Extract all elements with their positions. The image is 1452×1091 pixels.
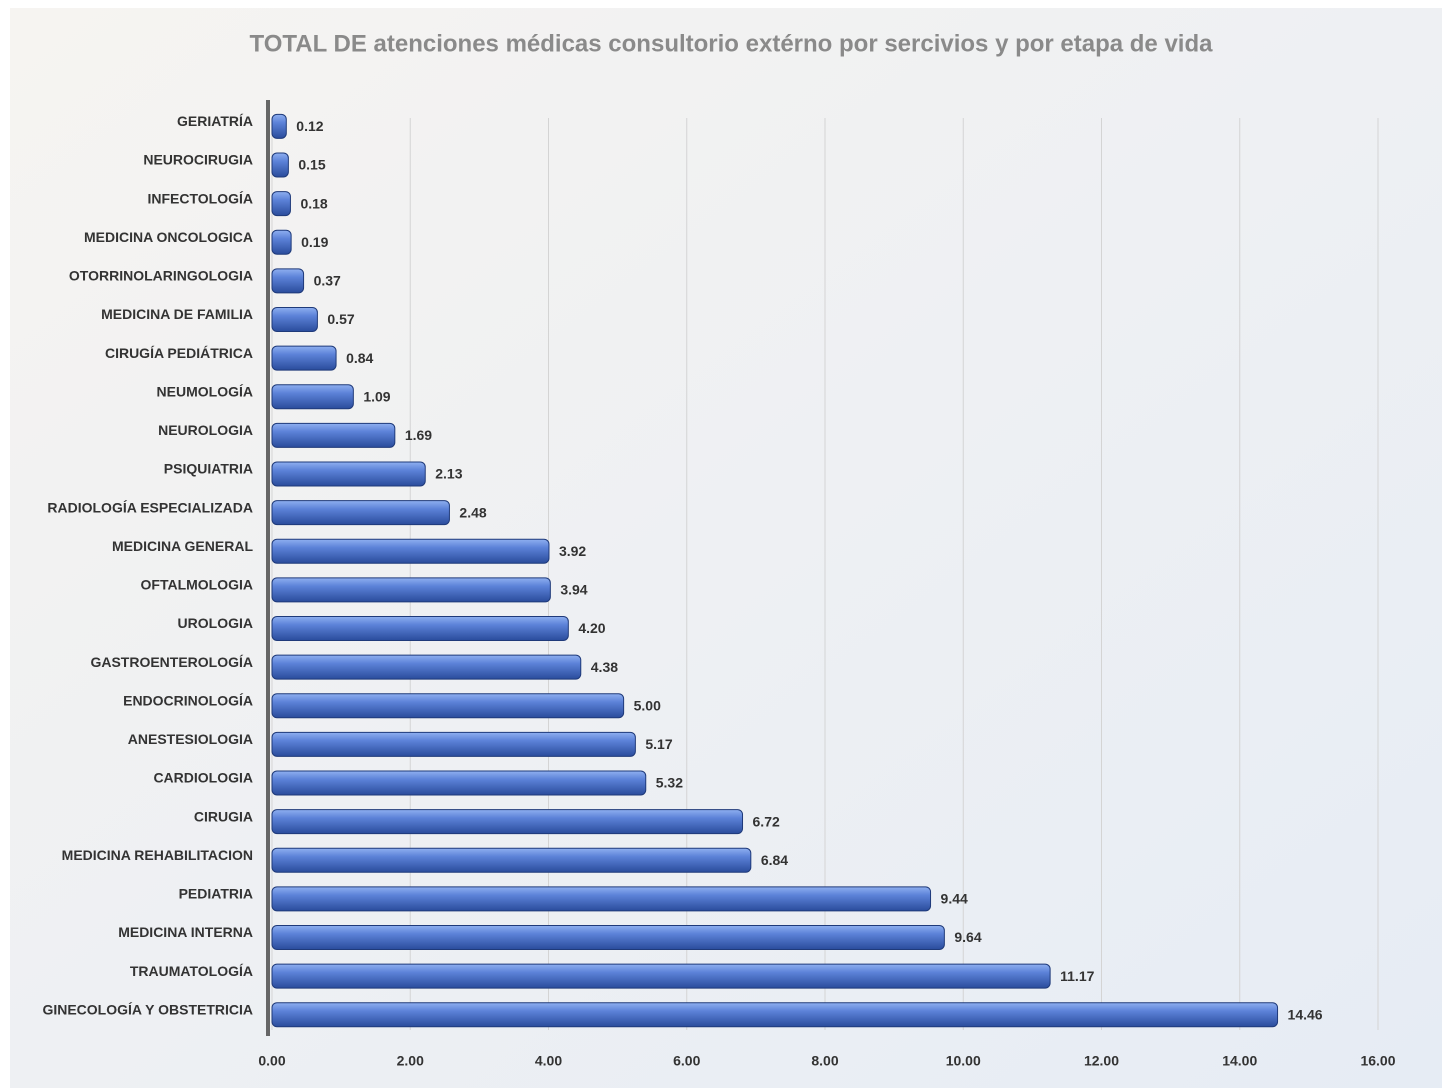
bar — [272, 192, 290, 216]
bar — [272, 848, 751, 872]
bar — [272, 385, 353, 409]
bar — [272, 887, 931, 911]
x-tick-label: 4.00 — [535, 1053, 562, 1069]
bar — [272, 539, 549, 563]
chart-title: TOTAL DE atenciones médicas consultorio … — [250, 30, 1214, 57]
bar — [272, 1003, 1278, 1027]
x-tick-label: 16.00 — [1360, 1053, 1395, 1069]
bar — [272, 153, 288, 177]
bar — [272, 423, 395, 447]
value-label: 0.19 — [301, 234, 328, 250]
bar — [272, 964, 1050, 988]
y-tick-label: NEUROLOGIA — [158, 422, 253, 438]
bar — [272, 501, 449, 525]
value-label: 3.94 — [560, 582, 587, 598]
y-tick-label: NEUMOLOGÍA — [157, 383, 253, 399]
y-tick-label: ENDOCRINOLOGÍA — [123, 692, 253, 708]
x-tick-label: 14.00 — [1222, 1053, 1257, 1069]
y-tick-label: MEDICINA INTERNA — [118, 924, 253, 940]
value-label: 0.84 — [346, 350, 373, 366]
bar — [272, 462, 425, 486]
chart: TOTAL DE atenciones médicas consultorio … — [0, 0, 1452, 1091]
y-tick-label: CARDIOLOGIA — [153, 770, 253, 786]
y-tick-label: INFECTOLOGÍA — [147, 190, 253, 206]
bar — [272, 771, 646, 795]
bar — [272, 655, 581, 679]
value-label: 5.00 — [634, 697, 661, 713]
value-label: 1.09 — [363, 388, 390, 404]
y-tick-label: UROLOGIA — [178, 615, 253, 631]
value-label: 0.37 — [314, 273, 341, 289]
bar — [272, 925, 944, 949]
y-tick-label: CIRUGÍA PEDIÁTRICA — [105, 345, 253, 361]
y-tick-label: MEDICINA GENERAL — [112, 538, 253, 554]
value-label: 0.18 — [300, 195, 327, 211]
y-tick-label: OFTALMOLOGIA — [141, 577, 254, 593]
y-tick-label: NEUROCIRUGIA — [143, 152, 253, 168]
bar — [272, 114, 286, 138]
y-tick-label: GINECOLOGÍA Y OBSTETRICIA — [42, 1001, 253, 1017]
value-label: 11.17 — [1060, 968, 1094, 984]
y-tick-label: GASTROENTEROLOGÍA — [90, 654, 253, 670]
value-label: 6.72 — [753, 813, 780, 829]
value-label: 14.46 — [1288, 1006, 1323, 1022]
value-label: 5.17 — [645, 736, 672, 752]
y-tick-label: ANESTESIOLOGIA — [128, 731, 253, 747]
bar — [272, 346, 336, 370]
y-tick-label: MEDICINA DE FAMILIA — [101, 306, 253, 322]
y-tick-label: TRAUMATOLOGÍA — [130, 963, 253, 979]
x-tick-label: 6.00 — [673, 1053, 700, 1069]
y-tick-label: CIRUGIA — [194, 808, 253, 824]
bar — [272, 810, 743, 834]
value-label: 0.57 — [327, 311, 354, 327]
x-tick-label: 12.00 — [1084, 1053, 1119, 1069]
x-tick-label: 0.00 — [258, 1053, 285, 1069]
x-tick-label: 8.00 — [811, 1053, 838, 1069]
value-label: 0.15 — [298, 157, 325, 173]
value-label: 9.64 — [954, 929, 981, 945]
value-label: 0.12 — [296, 118, 323, 134]
value-label: 2.13 — [435, 466, 462, 482]
value-label: 2.48 — [459, 504, 486, 520]
y-tick-label: OTORRINOLARINGOLOGIA — [69, 268, 253, 284]
bar — [272, 269, 304, 293]
value-label: 4.38 — [591, 659, 618, 675]
y-tick-label: GERIATRÍA — [177, 113, 253, 129]
bar — [272, 616, 568, 640]
bar — [272, 230, 291, 254]
value-label: 6.84 — [761, 852, 788, 868]
value-label: 4.20 — [578, 620, 605, 636]
value-label: 3.92 — [559, 543, 586, 559]
y-tick-label: PEDIATRIA — [179, 886, 253, 902]
bar — [272, 694, 624, 718]
x-tick-label: 2.00 — [397, 1053, 424, 1069]
bar — [272, 578, 550, 602]
bar — [272, 307, 317, 331]
y-tick-label: MEDICINA ONCOLOGICA — [84, 229, 253, 245]
value-label: 5.32 — [656, 775, 683, 791]
y-tick-label: MEDICINA REHABILITACION — [62, 847, 253, 863]
x-tick-label: 10.00 — [946, 1053, 981, 1069]
bar — [272, 732, 635, 756]
value-label: 9.44 — [941, 891, 968, 907]
value-label: 1.69 — [405, 427, 432, 443]
y-tick-label: PSIQUIATRIA — [164, 461, 253, 477]
y-tick-label: RADIOLOGÍA ESPECIALIZADA — [47, 499, 253, 515]
